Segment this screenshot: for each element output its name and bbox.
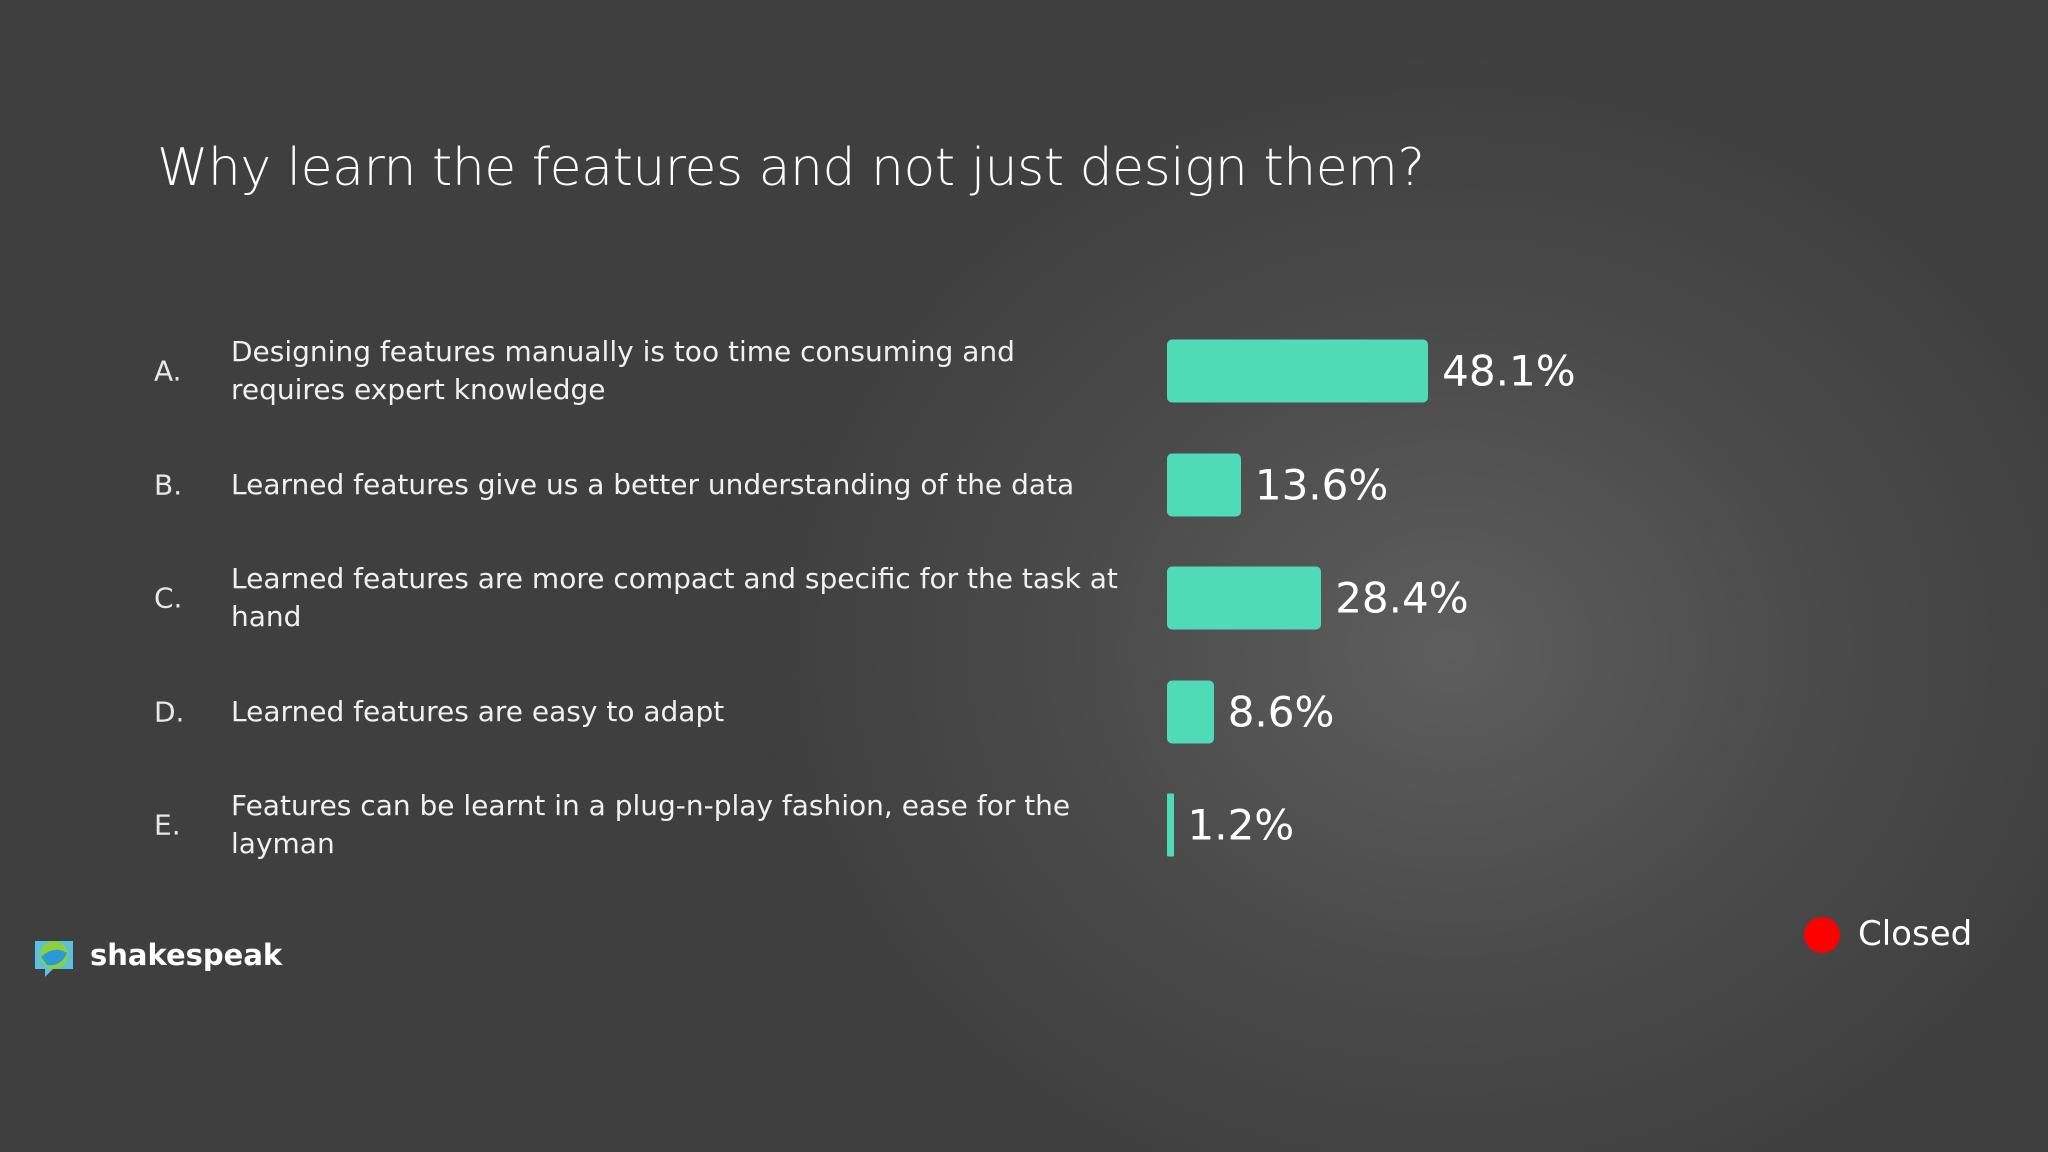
option-letter: A. bbox=[154, 354, 182, 388]
option-text: Learned features give us a better unders… bbox=[231, 468, 1075, 501]
option-letter: B. bbox=[154, 468, 183, 502]
option-text: Learned features are more compact and sp… bbox=[231, 562, 1118, 633]
option-text: Features can be learnt in a plug-n-play … bbox=[231, 789, 1071, 860]
bar bbox=[1167, 453, 1241, 517]
value-label: 28.4% bbox=[1335, 573, 1469, 623]
bar bbox=[1167, 793, 1174, 857]
value-label: 8.6% bbox=[1227, 687, 1335, 737]
status-dot bbox=[1804, 917, 1840, 953]
bar bbox=[1167, 339, 1429, 403]
status: Closed bbox=[1858, 914, 1973, 954]
value-label: 48.1% bbox=[1442, 346, 1576, 396]
brand: shakespeak bbox=[90, 938, 283, 972]
value-label: 13.6% bbox=[1254, 460, 1389, 510]
bar bbox=[1167, 680, 1214, 744]
option-letter: C. bbox=[154, 581, 183, 615]
bar bbox=[1167, 566, 1322, 630]
logo-icon bbox=[35, 941, 73, 977]
chart-title: Why learn the features and not just desi… bbox=[157, 138, 1425, 198]
option-letter: D. bbox=[154, 695, 185, 729]
option-text: Learned features are easy to adapt bbox=[231, 695, 725, 728]
option-text: Designing features manually is too time … bbox=[231, 335, 1015, 406]
value-label: 1.2% bbox=[1187, 800, 1295, 850]
option-letter: E. bbox=[154, 808, 181, 842]
